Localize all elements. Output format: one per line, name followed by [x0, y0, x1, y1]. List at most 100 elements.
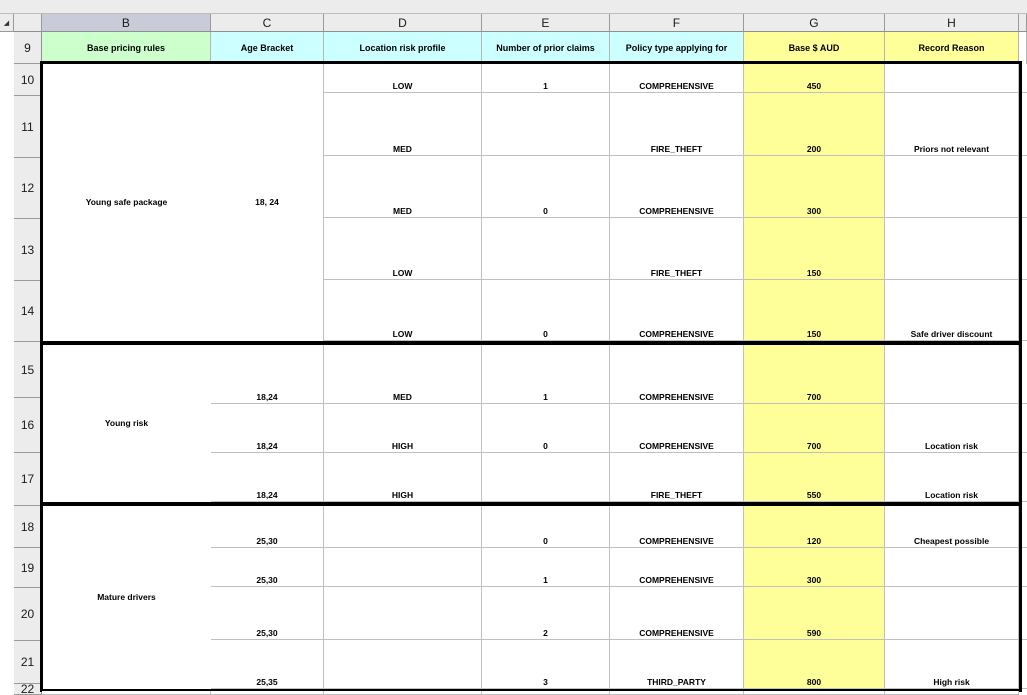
cell-location-risk-profile[interactable]: LOW [324, 64, 482, 93]
cell-record-reason[interactable] [885, 345, 1019, 404]
cell-age-bracket[interactable]: 18, 24 [211, 64, 324, 341]
cell-partial[interactable] [1019, 640, 1027, 689]
cell-record-reason[interactable] [885, 156, 1019, 218]
cell-partial[interactable] [1019, 548, 1027, 587]
cell-record-reason[interactable] [885, 548, 1019, 587]
cell-record-reason[interactable]: Safe driver discount [885, 280, 1019, 341]
cell-base-aud[interactable]: 700 [744, 345, 885, 404]
cell-base-aud[interactable]: 700 [744, 404, 885, 453]
column-header-E[interactable]: E [482, 14, 610, 32]
cell-record-reason[interactable] [885, 587, 1019, 640]
cell-partial[interactable] [1019, 345, 1027, 404]
cell-row-22[interactable] [744, 691, 885, 695]
cell-partial[interactable] [1019, 93, 1027, 156]
cell-location-risk-profile[interactable] [324, 587, 482, 640]
cell-policy-type[interactable]: COMPREHENSIVE [610, 506, 744, 548]
cell-policy-type[interactable]: FIRE_THEFT [610, 93, 744, 156]
cell-number-of-prior-claims[interactable]: 0 [482, 156, 610, 218]
cell-location-risk-profile[interactable]: MED [324, 345, 482, 404]
cell-location-risk-profile[interactable] [324, 548, 482, 587]
cell-location-risk-profile[interactable]: HIGH [324, 404, 482, 453]
cell-number-of-prior-claims[interactable] [482, 218, 610, 280]
column-header-G[interactable]: G [744, 14, 885, 32]
cell-record-reason[interactable]: High risk [885, 640, 1019, 689]
cell-record-reason[interactable]: Location risk [885, 453, 1019, 502]
cell-number-of-prior-claims[interactable]: 0 [482, 506, 610, 548]
row-header-13[interactable]: 13 [14, 219, 42, 281]
row-header-12[interactable]: 12 [14, 158, 42, 219]
cell-row-22[interactable] [885, 691, 1019, 695]
cell-age-bracket[interactable]: 25,30 [211, 548, 324, 587]
cell-policy-type[interactable]: COMPREHENSIVE [610, 548, 744, 587]
cell-partial[interactable] [1019, 64, 1027, 93]
column-header-B[interactable]: B [42, 14, 211, 32]
cell-number-of-prior-claims[interactable]: 1 [482, 345, 610, 404]
cell-base-aud[interactable]: 150 [744, 280, 885, 341]
cell-row-22[interactable] [482, 691, 610, 695]
column-header-partial[interactable] [1019, 14, 1027, 32]
cell-location-risk-profile[interactable]: HIGH [324, 453, 482, 502]
row-header-17[interactable]: 17 [14, 453, 42, 506]
cell-base-aud[interactable]: 150 [744, 218, 885, 280]
cell-age-bracket[interactable]: 18,24 [211, 404, 324, 453]
column-header-H[interactable]: H [885, 14, 1019, 32]
cell-record-reason[interactable]: Cheapest possible [885, 506, 1019, 548]
cell-number-of-prior-claims[interactable]: 0 [482, 280, 610, 341]
cell-row-22[interactable] [211, 691, 324, 695]
row-header-15[interactable]: 15 [14, 342, 42, 398]
cell-base-aud[interactable]: 590 [744, 587, 885, 640]
cell-number-of-prior-claims[interactable]: 1 [482, 64, 610, 93]
cell-base-aud[interactable]: 120 [744, 506, 885, 548]
row-header-19[interactable]: 19 [14, 548, 42, 588]
row-header-11[interactable]: 11 [14, 96, 42, 158]
cell-record-reason[interactable] [885, 218, 1019, 280]
cell-base-aud[interactable]: 300 [744, 156, 885, 218]
cell-age-bracket[interactable]: 18,24 [211, 345, 324, 404]
cell-base-pricing-rules[interactable]: Young risk [42, 345, 211, 502]
cell-number-of-prior-claims[interactable]: 2 [482, 587, 610, 640]
column-header-D[interactable]: D [324, 14, 482, 32]
cell-base-aud[interactable]: 300 [744, 548, 885, 587]
cell-partial[interactable] [1019, 506, 1027, 548]
cell-location-risk-profile[interactable]: LOW [324, 280, 482, 341]
row-header-21[interactable]: 21 [14, 641, 42, 684]
cell-row-22[interactable] [324, 691, 482, 695]
cell-number-of-prior-claims[interactable] [482, 93, 610, 156]
cell-policy-type[interactable]: COMPREHENSIVE [610, 404, 744, 453]
row-header-18[interactable]: 18 [14, 506, 42, 548]
cell-partial[interactable] [1019, 453, 1027, 502]
cell-record-reason[interactable] [885, 64, 1019, 93]
cell-partial[interactable] [1019, 280, 1027, 341]
cell-policy-type[interactable]: THIRD_PARTY [610, 640, 744, 689]
cell-age-bracket[interactable]: 18,24 [211, 453, 324, 502]
cell-base-aud[interactable]: 450 [744, 64, 885, 93]
cell-age-bracket[interactable]: 25,35 [211, 640, 324, 689]
cell-number-of-prior-claims[interactable]: 1 [482, 548, 610, 587]
cell-number-of-prior-claims[interactable]: 0 [482, 404, 610, 453]
cell-base-pricing-rules[interactable]: Mature drivers [42, 506, 211, 689]
cell-age-bracket[interactable]: 25,30 [211, 506, 324, 548]
cell-base-aud[interactable]: 200 [744, 93, 885, 156]
cell-age-bracket[interactable]: 25,30 [211, 587, 324, 640]
cell-location-risk-profile[interactable]: MED [324, 156, 482, 218]
cell-base-aud[interactable]: 800 [744, 640, 885, 689]
row-header-16[interactable]: 16 [14, 398, 42, 453]
cell-row-22[interactable] [610, 691, 744, 695]
cell-policy-type[interactable]: FIRE_THEFT [610, 453, 744, 502]
select-all-icon[interactable]: ◢ [0, 14, 14, 32]
cell-policy-type[interactable]: COMPREHENSIVE [610, 156, 744, 218]
cell-partial[interactable] [1019, 218, 1027, 280]
cell-record-reason[interactable]: Priors not relevant [885, 93, 1019, 156]
column-header-C[interactable]: C [211, 14, 324, 32]
cell-location-risk-profile[interactable] [324, 506, 482, 548]
cell-base-aud[interactable]: 550 [744, 453, 885, 502]
cell-row-22[interactable] [42, 691, 211, 695]
cell-location-risk-profile[interactable] [324, 640, 482, 689]
cell-partial[interactable] [1019, 156, 1027, 218]
cell-policy-type[interactable]: COMPREHENSIVE [610, 64, 744, 93]
cell-policy-type[interactable]: FIRE_THEFT [610, 218, 744, 280]
row-header-9[interactable]: 9 [14, 32, 42, 64]
cell-policy-type[interactable]: COMPREHENSIVE [610, 587, 744, 640]
cell-number-of-prior-claims[interactable]: 3 [482, 640, 610, 689]
